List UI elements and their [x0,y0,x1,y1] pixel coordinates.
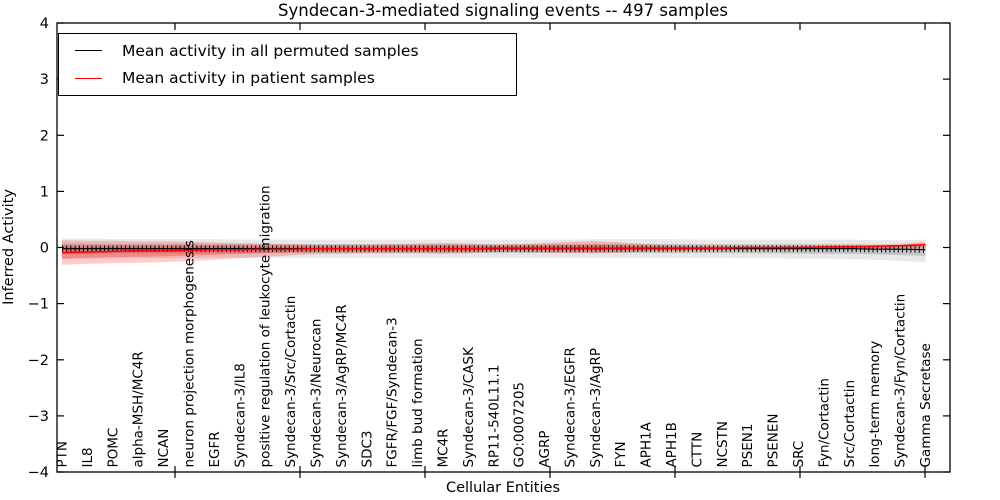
legend-item-permuted: Mean activity in all permuted samples [59,42,516,60]
x-category-label: alpha-MSH/MC4R [131,351,147,467]
x-category-label: RP11-540L11.1 [486,365,502,468]
y-tick-label: 4 [40,16,49,32]
x-axis-label: Cellular Entities [446,480,560,496]
x-category-label: SDC3 [359,431,375,468]
x-category-label: GO:0007205 [512,382,528,468]
legend: Mean activity in all permuted samples Me… [58,33,517,96]
x-category-label: MC4R [436,428,452,467]
x-category-label: FYN [613,441,629,467]
mean-lines [61,243,926,254]
x-category-label: POMC [105,428,121,468]
x-category-label: APH1A [639,421,655,467]
tick-labels: 4 3 2 1 0 −1 −2 −3 −4 PTN IL8 POMC alpha-MSH/MC4R NCA… [28,16,934,481]
x-category-label: Syndecan-3/AgRP/MC4R [334,304,350,467]
y-tick-label: 0 [40,241,49,257]
x-category-label: APH1B [664,422,680,467]
band-outer-0 [62,238,926,263]
patient-line-sample-icon [75,77,102,79]
x-category-label: EGFR [207,431,223,467]
x-category-label: PSENEN [766,414,782,468]
x-category-label: Syndecan-3/Neurocan [309,319,325,468]
x-category-label: FGFR/FGF/Syndecan-3 [385,317,401,467]
x-category-label: Gamma Secretase [918,343,934,467]
x-category-label: Fyn/Cortactin [816,378,832,467]
y-axis-label: Inferred Activity [1,189,17,305]
x-category-label: Src/Cortactin [842,380,858,468]
legend-label-permuted: Mean activity in all permuted samples [122,41,419,60]
x-category-label: neuron projection morphogenesis [182,240,198,467]
x-category-label: NCAN [156,429,172,468]
x-category-label: limb bud formation [410,338,426,467]
legend-label-patient: Mean activity in patient samples [122,69,375,88]
x-category-label: AGRP [537,431,553,468]
y-tick-label: −2 [28,353,49,369]
y-tick-label: −1 [28,297,49,313]
legend-item-patient: Mean activity in patient samples [59,69,516,87]
y-tick-label: 1 [40,184,49,200]
x-category-label: Syndecan-3/AgRP [588,348,604,468]
x-category-label: CTTN [689,432,705,468]
x-category-label: IL8 [80,447,96,467]
chart-title: Syndecan-3-mediated signaling events -- … [278,1,728,20]
x-category-label: positive regulation of leukocyte migrati… [258,185,274,467]
x-category-label: Syndecan-3/Src/Cortactin [283,296,299,468]
x-category-label: long-term memory [867,341,883,468]
y-tick-label: 2 [40,128,49,144]
permuted-line-sample-icon [75,50,102,52]
x-category-label: Syndecan-3/Fyn/Cortactin [893,294,909,468]
x-category-label: Syndecan-3/IL8 [232,363,248,467]
x-category-label: NCSTN [715,421,731,467]
y-tick-label: 3 [40,72,49,88]
patient-mean-line [61,243,926,254]
x-category-label: SRC [791,441,807,468]
x-category-label: PSEN1 [740,424,756,468]
x-category-label: PTN [55,441,71,468]
x-category-label: Syndecan-3/CASK [461,346,477,467]
axes-frame-and-ticks [56,22,951,478]
x-category-label: Syndecan-3/EGFR [562,347,578,467]
y-tick-label: −4 [28,465,49,481]
y-tick-label: −3 [28,409,49,425]
